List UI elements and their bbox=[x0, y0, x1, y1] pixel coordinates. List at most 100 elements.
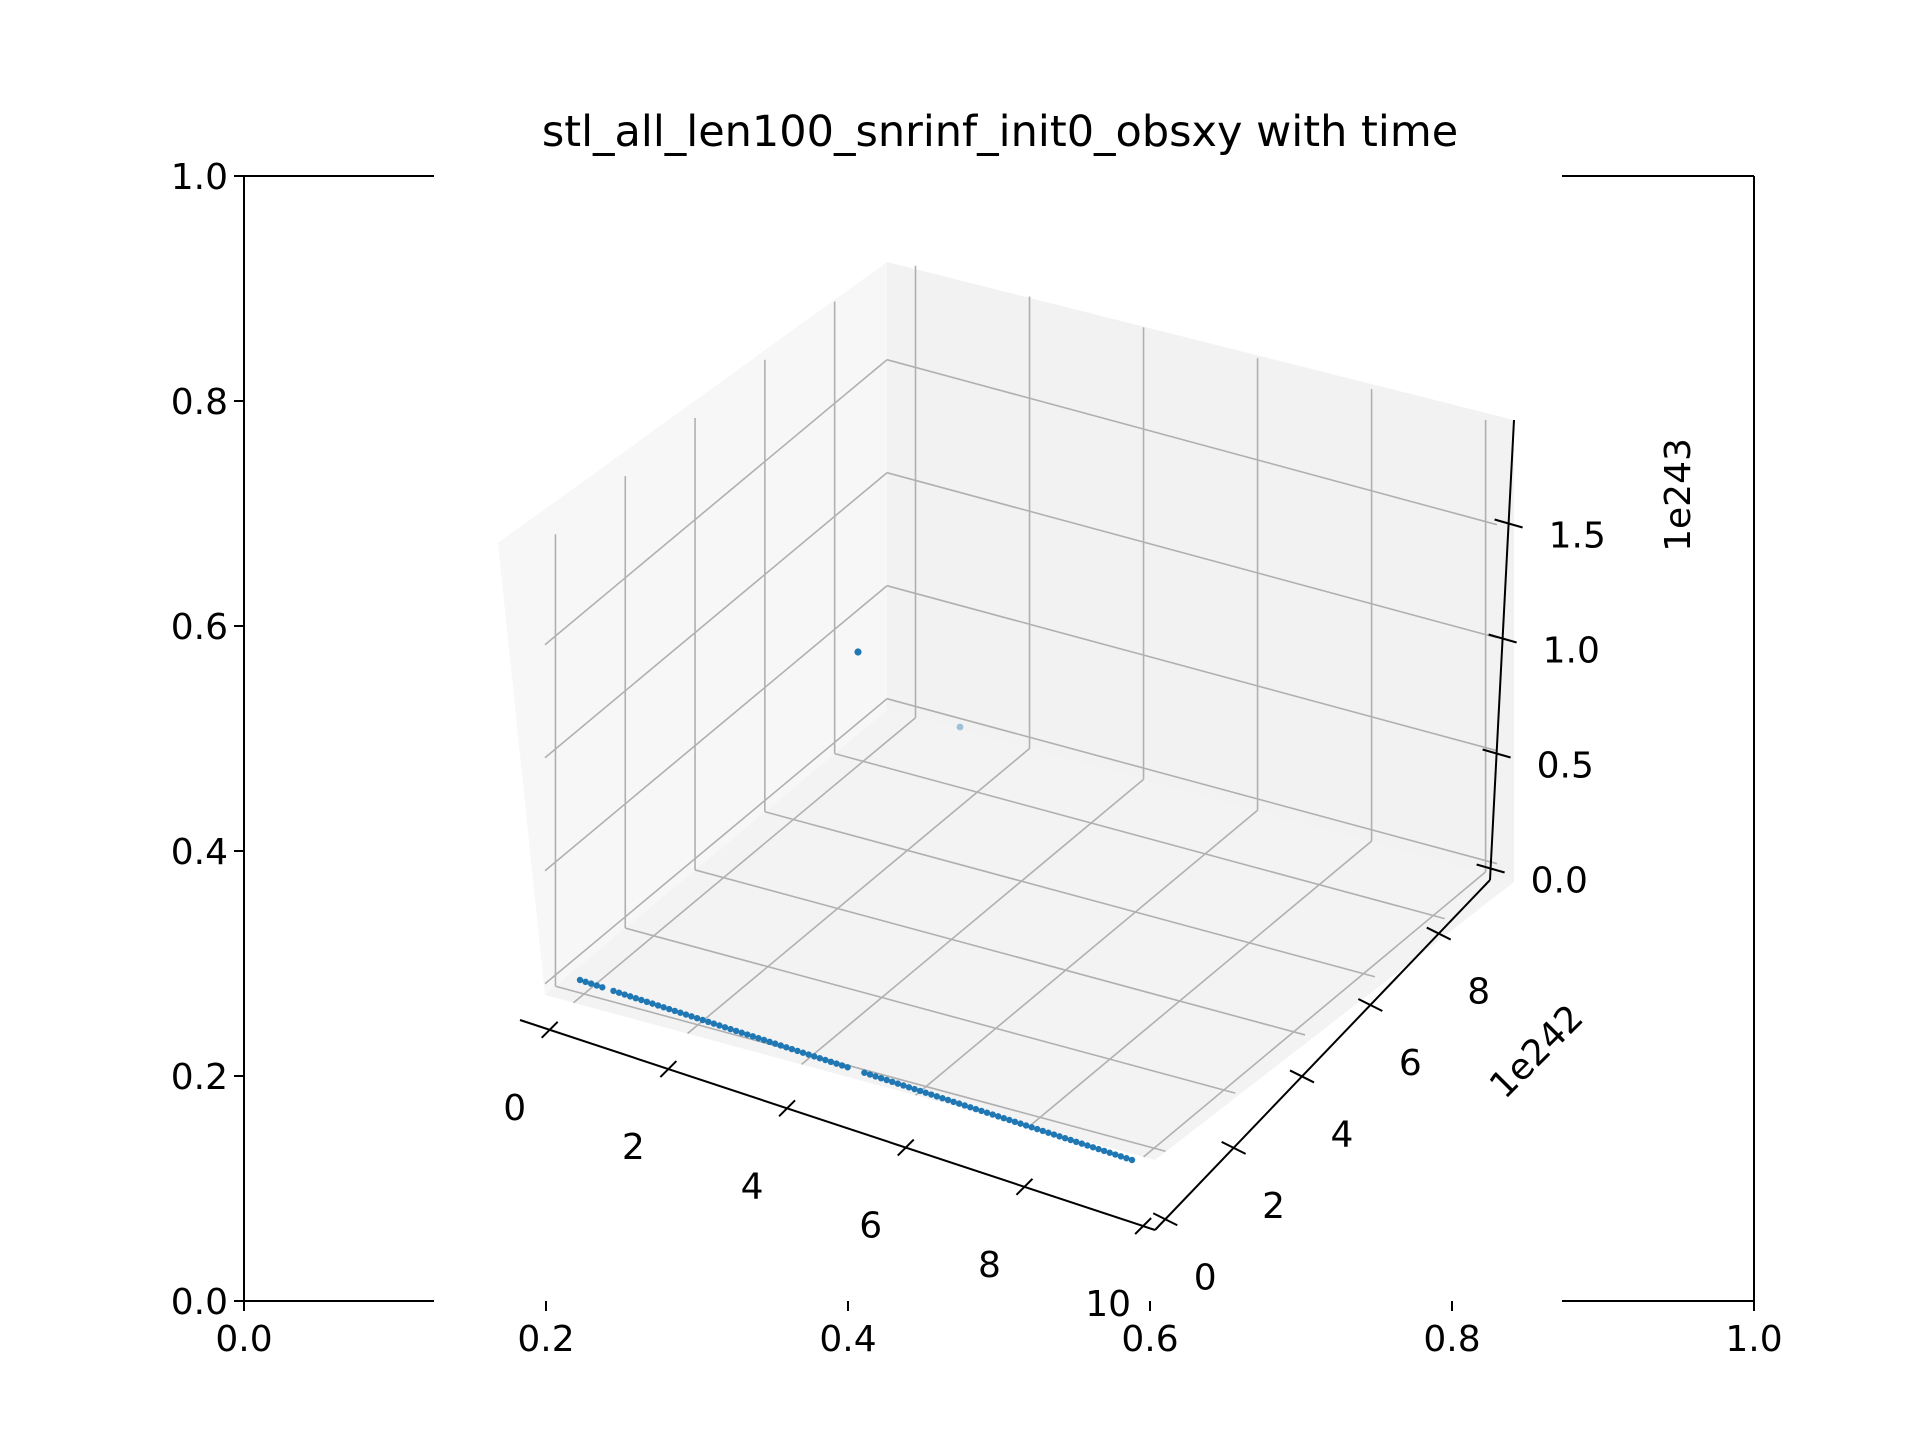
x-tick-mark-3d bbox=[897, 1138, 915, 1157]
y-ticks-3d: 0 2 4 6 8 bbox=[1152, 926, 1490, 1298]
background-x-ticks: 0.0 0.2 0.4 0.6 0.8 1.0 bbox=[215, 1301, 1783, 1360]
data-point bbox=[833, 1060, 840, 1067]
background-x-tick-label: 1.0 bbox=[1725, 1319, 1782, 1360]
data-point bbox=[877, 1074, 885, 1082]
grid-line-z-back bbox=[886, 697, 1498, 865]
y-tick-mark-3d bbox=[1152, 1212, 1178, 1227]
data-point bbox=[660, 1004, 667, 1011]
y-tick-label-3d: 6 bbox=[1399, 1043, 1422, 1084]
data-point bbox=[900, 1082, 907, 1089]
z-tick-mark-3d bbox=[1482, 748, 1511, 759]
data-point bbox=[626, 993, 634, 1000]
data-point bbox=[1061, 1134, 1069, 1142]
data-point bbox=[1039, 1127, 1046, 1135]
background-axes: 0.0 0.2 0.4 0.6 0.8 1.0 0.0 0.2 0.4 0.6 0.8 1.0 bbox=[171, 157, 1783, 1360]
data-point bbox=[610, 987, 617, 995]
data-point bbox=[1089, 1144, 1097, 1151]
grid-line-z-back bbox=[886, 471, 1498, 639]
z-axis-line bbox=[1489, 419, 1515, 881]
background-x-tick-label: 0.4 bbox=[819, 1319, 876, 1360]
data-point bbox=[1100, 1147, 1108, 1155]
x-tick-mark-3d bbox=[778, 1099, 796, 1118]
data-point bbox=[1056, 1133, 1063, 1140]
data-point bbox=[693, 1014, 701, 1022]
z-tick-mark-3d bbox=[1494, 518, 1523, 529]
data-point bbox=[816, 1054, 823, 1062]
y-tick-label-3d: 4 bbox=[1331, 1114, 1354, 1155]
grid-line-x-floor bbox=[1143, 871, 1487, 1158]
chart-title: stl_all_len100_snrinf_init0_obsxy with t… bbox=[542, 107, 1458, 157]
y-tick-mark-3d bbox=[1426, 926, 1452, 941]
data-point bbox=[950, 1098, 957, 1106]
background-x-tick-label: 0.6 bbox=[1121, 1319, 1178, 1360]
data-point bbox=[638, 996, 645, 1004]
data-point bbox=[916, 1087, 924, 1095]
x-tick-mark-3d bbox=[659, 1060, 678, 1078]
background-y-tick-label: 0.4 bbox=[171, 832, 228, 873]
x-tick-mark-3d bbox=[540, 1021, 559, 1039]
data-point bbox=[883, 1076, 890, 1084]
data-point bbox=[989, 1111, 996, 1118]
x-ticks-3d: 0 2 4 6 8 10 bbox=[503, 1021, 1152, 1325]
y-tick-label-3d: 2 bbox=[1262, 1186, 1285, 1227]
data-point bbox=[621, 991, 628, 998]
data-point bbox=[1017, 1120, 1024, 1127]
y-axis-line bbox=[1154, 879, 1491, 1231]
y-tick-label-3d: 0 bbox=[1194, 1257, 1217, 1298]
data-point bbox=[1095, 1145, 1102, 1153]
data-point bbox=[649, 1000, 656, 1007]
data-point bbox=[1084, 1142, 1091, 1149]
background-x-tick-label: 0.8 bbox=[1423, 1319, 1480, 1360]
x-axis-line bbox=[519, 1019, 1156, 1231]
data-point bbox=[939, 1094, 946, 1102]
data-point bbox=[844, 1064, 851, 1071]
data-point bbox=[688, 1013, 695, 1020]
x-tick-label-3d: 6 bbox=[859, 1206, 882, 1247]
grid-line-x-floor bbox=[801, 778, 1145, 1066]
data-point bbox=[911, 1085, 918, 1093]
data-point bbox=[827, 1058, 835, 1066]
background-y-tick-label: 0.8 bbox=[171, 382, 228, 423]
data-point bbox=[810, 1053, 818, 1060]
data-point bbox=[1117, 1153, 1125, 1160]
data-point bbox=[771, 1040, 779, 1047]
data-point bbox=[1106, 1149, 1113, 1156]
left-pane bbox=[498, 262, 887, 995]
grid-line-z-left bbox=[544, 472, 888, 759]
data-point bbox=[922, 1089, 929, 1096]
data-point bbox=[1034, 1125, 1041, 1133]
z-tick-label-3d: 1.5 bbox=[1549, 516, 1606, 557]
x-tick-label-3d: 4 bbox=[741, 1166, 764, 1207]
data-point bbox=[972, 1105, 980, 1113]
y-tick-mark-3d bbox=[1221, 1140, 1247, 1155]
grid-line-z-left bbox=[544, 359, 888, 646]
data-point bbox=[978, 1107, 985, 1115]
grid-line-y-floor bbox=[834, 752, 1445, 920]
data-point-outlier bbox=[854, 648, 862, 656]
data-point bbox=[615, 989, 623, 996]
grid-line-z-back bbox=[886, 358, 1498, 526]
data-point bbox=[1073, 1138, 1080, 1146]
z-tick-label-3d: 1.0 bbox=[1543, 631, 1600, 672]
data-point bbox=[760, 1036, 768, 1044]
data-point bbox=[1000, 1114, 1007, 1122]
data-point bbox=[1045, 1129, 1052, 1136]
back-pane bbox=[887, 262, 1514, 882]
data-point bbox=[838, 1062, 846, 1069]
data-point bbox=[666, 1005, 673, 1013]
data-point bbox=[732, 1027, 740, 1035]
data-point bbox=[777, 1042, 784, 1049]
data-point bbox=[967, 1104, 974, 1111]
data-point bbox=[1112, 1151, 1119, 1158]
x-tick-label-3d: 10 bbox=[1085, 1284, 1131, 1325]
data-point bbox=[643, 998, 651, 1006]
data-point bbox=[944, 1096, 952, 1104]
data-point bbox=[599, 984, 606, 991]
background-x-tick-label: 0.0 bbox=[215, 1319, 272, 1360]
data-point bbox=[1050, 1131, 1058, 1138]
z-tick-mark-3d bbox=[1488, 633, 1517, 644]
grid-lines-3d bbox=[544, 265, 1498, 1158]
background-y-tick-label: 0.6 bbox=[171, 607, 228, 648]
data-point bbox=[710, 1020, 718, 1027]
background-y-tick-label: 0.2 bbox=[171, 1057, 228, 1098]
